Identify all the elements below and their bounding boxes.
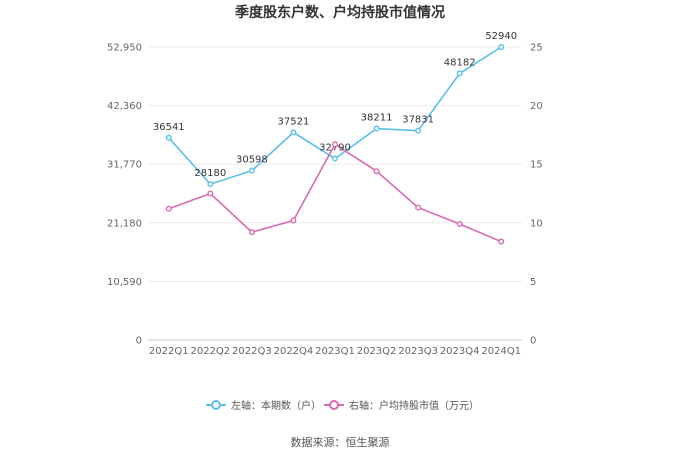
left-axis: 0 10,590 21,180 31,770 42,360 52,950: [107, 43, 142, 347]
data-point: [207, 181, 214, 188]
data-point: [248, 167, 255, 174]
data-label: 37831: [402, 115, 434, 126]
x-tick-label: 2023Q2: [357, 346, 397, 357]
x-tick-label: 2022Q4: [274, 346, 314, 357]
data-point: [456, 220, 463, 227]
legend-left-label: 左轴：本期数（户）: [231, 399, 321, 412]
grid: [148, 46, 522, 341]
data-point: [248, 229, 255, 236]
left-tick-label: 21,180: [107, 218, 142, 229]
left-tick-label: 0: [136, 336, 142, 347]
data-label: 28180: [194, 168, 226, 179]
data-label: 48182: [444, 57, 476, 68]
data-point: [415, 204, 422, 211]
data-label: 30598: [236, 155, 268, 166]
x-tick-label: 2022Q3: [232, 346, 272, 357]
left-tick-label: 42,360: [107, 101, 142, 112]
data-label: 32790: [319, 143, 351, 154]
right-tick-label: 0: [530, 336, 536, 347]
data-label: 37521: [278, 116, 310, 127]
legend: 左轴：本期数（户） 右轴：户均持股市值（万元）: [206, 399, 479, 412]
data-label: 38211: [361, 113, 393, 124]
legend-left-marker-icon: [211, 400, 221, 410]
left-tick-label: 52,950: [107, 43, 142, 54]
x-tick-label: 2023Q4: [440, 346, 480, 357]
data-label: 36541: [153, 122, 185, 133]
right-tick-label: 20: [530, 101, 543, 112]
data-point: [373, 125, 380, 132]
legend-item-right[interactable]: 右轴：户均持股市值（万元）: [324, 399, 479, 412]
legend-right-marker-icon: [329, 400, 339, 410]
x-tick-label: 2023Q3: [398, 346, 438, 357]
data-point: [498, 238, 505, 245]
data-point: [290, 129, 297, 136]
right-tick-label: 5: [530, 277, 536, 288]
data-point: [332, 141, 339, 148]
data-point: [207, 190, 214, 197]
data-point: [415, 127, 422, 134]
data-point: [498, 44, 505, 51]
left-tick-label: 31,770: [107, 160, 142, 171]
chart-title: 季度股东户数、户均持股市值情况: [234, 4, 445, 21]
right-tick-label: 25: [530, 43, 543, 54]
x-tick-label: 2022Q2: [190, 346, 230, 357]
x-axis: 2022Q1 2022Q2 2022Q3 2022Q4 2023Q1 2023Q2 2023…: [149, 346, 521, 357]
data-source: 数据来源：恒生聚源: [291, 435, 390, 449]
series: 36541 28180 30598 37521 32790 38211 37831 48182…: [153, 31, 517, 245]
data-point: [373, 168, 380, 175]
data-label: 52940: [485, 31, 517, 42]
x-tick-label: 2022Q1: [149, 346, 189, 357]
x-tick-label: 2024Q1: [481, 346, 521, 357]
legend-item-left[interactable]: 左轴：本期数（户）: [206, 399, 321, 412]
right-tick-label: 10: [530, 218, 543, 229]
right-axis: 0 5 10 15 20 25: [530, 43, 543, 347]
right-tick-label: 15: [530, 160, 543, 171]
data-point: [165, 205, 172, 212]
data-point: [456, 70, 463, 77]
x-tick-label: 2023Q1: [315, 346, 355, 357]
legend-right-label: 右轴：户均持股市值（万元）: [349, 399, 479, 412]
data-point: [332, 155, 339, 162]
data-point: [290, 217, 297, 224]
left-tick-label: 10,590: [107, 277, 142, 288]
data-point: [165, 134, 172, 141]
